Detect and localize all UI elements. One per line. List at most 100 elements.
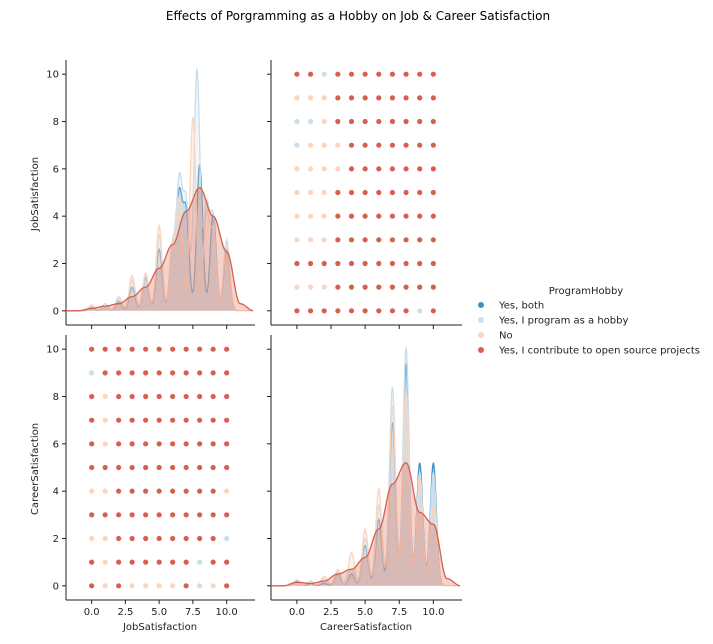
upper-scatter-point <box>389 189 396 196</box>
upper-scatter-point <box>294 142 300 148</box>
upper-scatter-point <box>307 189 314 196</box>
lower-scatter-point <box>156 370 162 376</box>
lower-scatter-point <box>129 512 135 518</box>
lower-scatter-point <box>170 417 176 423</box>
upper-scatter-point <box>348 260 355 267</box>
lower-scatter-point <box>197 393 203 400</box>
lower-scatter-point <box>143 559 149 565</box>
upper-scatter-point <box>348 142 355 148</box>
upper-scatter-point <box>321 308 327 314</box>
lower-scatter-point <box>102 512 108 518</box>
legend-marker <box>478 347 484 353</box>
panel-bl-y-tick-label: 2 <box>53 534 59 545</box>
panel-tl-y-tick-label: 0 <box>53 306 59 317</box>
upper-scatter-point <box>403 260 409 267</box>
upper-scatter-point <box>362 189 368 196</box>
lower-scatter-point <box>102 488 108 494</box>
upper-scatter-point <box>348 213 355 219</box>
lower-scatter-point <box>197 583 203 589</box>
lower-scatter-point <box>197 346 203 352</box>
legend-entry: Yes, both <box>498 301 544 312</box>
lower-scatter-point <box>102 559 108 565</box>
upper-scatter-point <box>403 237 409 243</box>
upper-scatter-point <box>376 118 382 125</box>
upper-scatter-point <box>389 166 396 172</box>
lower-scatter-point <box>210 512 216 518</box>
upper-scatter-point <box>389 95 396 101</box>
lower-scatter-point <box>197 464 203 471</box>
legend: ProgramHobby Yes, both Yes, I program as … <box>478 286 700 357</box>
panel-bl-y-tick-label: 8 <box>53 392 59 403</box>
y-axis-label-job: JobSatisfaction <box>30 157 41 232</box>
lower-scatter-point <box>102 535 108 542</box>
upper-scatter-point <box>335 213 341 219</box>
lower-scatter-point <box>129 346 135 352</box>
lower-scatter-point <box>197 417 203 423</box>
upper-scatter-point <box>335 308 341 314</box>
lower-scatter-point <box>116 464 122 471</box>
upper-scatter-point <box>348 189 355 196</box>
upper-scatter-point <box>321 260 327 267</box>
job-diag-curves <box>66 68 254 312</box>
upper-scatter-point <box>335 71 341 77</box>
lower-scatter-point <box>116 559 122 565</box>
lower-scatter-point <box>116 535 122 542</box>
job-diag-density-fill <box>66 164 254 311</box>
lower-scatter-point <box>102 370 108 376</box>
upper-scatter-point <box>307 237 314 243</box>
upper-scatter-point <box>321 71 327 77</box>
upper-scatter-point <box>294 118 300 125</box>
panel-tl-y-tick-label: 6 <box>53 164 59 175</box>
upper-scatter-point <box>362 260 368 267</box>
upper-scatter-point <box>376 213 382 219</box>
upper-scatter-point <box>389 213 396 219</box>
job-diag-density-line <box>66 116 253 312</box>
lower-scatter-point <box>143 441 149 447</box>
upper-scatter-point <box>348 71 355 77</box>
lower-scatter-point <box>183 393 189 400</box>
upper-scatter-point <box>417 284 423 290</box>
upper-scatter-point <box>335 95 341 101</box>
upper-scatter-point <box>335 189 341 196</box>
lower-scatter-point <box>116 393 122 400</box>
upper-scatter-point <box>430 213 436 219</box>
lower-scatter-point <box>89 464 95 471</box>
lower-scatter-point <box>224 559 230 565</box>
lower-scatter-point <box>156 488 162 494</box>
lower-scatter-point <box>197 535 203 542</box>
panel-bl-x-tick-label: 0.0 <box>84 607 100 618</box>
panel-tl-y-tick-label: 4 <box>53 212 59 223</box>
upper-scatter-point <box>403 142 409 148</box>
lower-scatter-point <box>183 559 189 565</box>
upper-scatter-point <box>417 95 423 101</box>
panel-bl-x-tick-label: 7.5 <box>185 607 201 618</box>
lower-scatter-point <box>224 346 230 352</box>
upper-scatter-point <box>430 118 436 125</box>
lower-scatter-point <box>89 559 95 565</box>
upper-scatter-point <box>417 142 423 148</box>
lower-scatter-point <box>143 583 149 589</box>
lower-scatter-point <box>89 583 95 589</box>
lower-scatter-point <box>156 535 162 542</box>
upper-scatter-point <box>430 260 436 267</box>
lower-scatter-point <box>224 488 230 494</box>
lower-scatter-point <box>156 583 162 589</box>
upper-scatter-point <box>294 166 300 172</box>
lower-scatter-point <box>143 417 149 423</box>
lower-scatter-point <box>129 464 135 471</box>
lower-scatter-point <box>170 370 176 376</box>
lower-scatter-point <box>170 535 176 542</box>
lower-scatter-point <box>143 488 149 494</box>
upper-scatter-point <box>307 71 314 77</box>
lower-scatter-point <box>89 512 95 518</box>
upper-scatter-point <box>430 237 436 243</box>
lower-scatter-point <box>170 512 176 518</box>
lower-scatter-point <box>89 417 95 423</box>
upper-scatter-point <box>376 284 382 290</box>
lower-scatter-point <box>156 346 162 352</box>
upper-scatter-point <box>376 260 382 267</box>
lower-scatter-point <box>224 512 230 518</box>
career-diag-density-fill <box>271 462 461 586</box>
lower-scatter-point <box>210 393 216 400</box>
upper-scatter-point <box>321 284 327 290</box>
